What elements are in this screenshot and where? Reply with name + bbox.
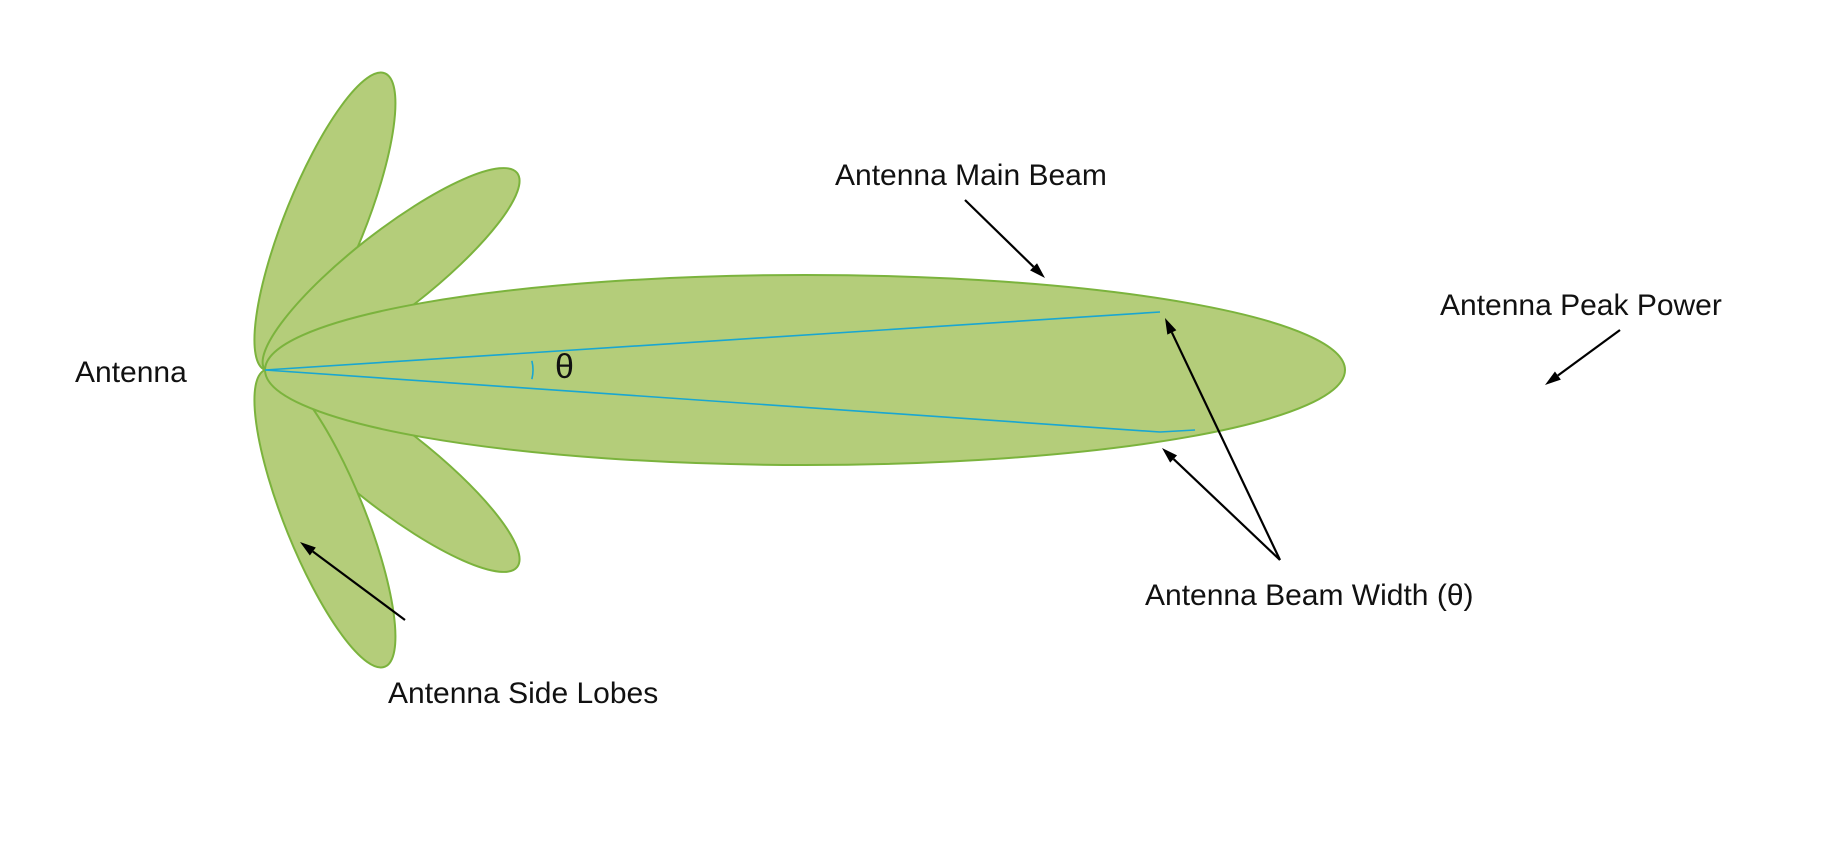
label-peak-power: Antenna Peak Power xyxy=(1440,289,1722,322)
label-main-beam: Antenna Main Beam xyxy=(835,159,1107,192)
arrow-peak-power xyxy=(1545,330,1620,385)
arrow-beam-width-bottom xyxy=(1162,448,1280,560)
arrow-main-beam xyxy=(965,200,1045,278)
label-theta: θ xyxy=(555,348,574,386)
main-lobe xyxy=(265,275,1345,465)
label-beam-width: Antenna Beam Width (θ) xyxy=(1145,579,1474,612)
label-antenna: Antenna xyxy=(75,356,187,389)
label-side-lobes: Antenna Side Lobes xyxy=(388,677,658,710)
